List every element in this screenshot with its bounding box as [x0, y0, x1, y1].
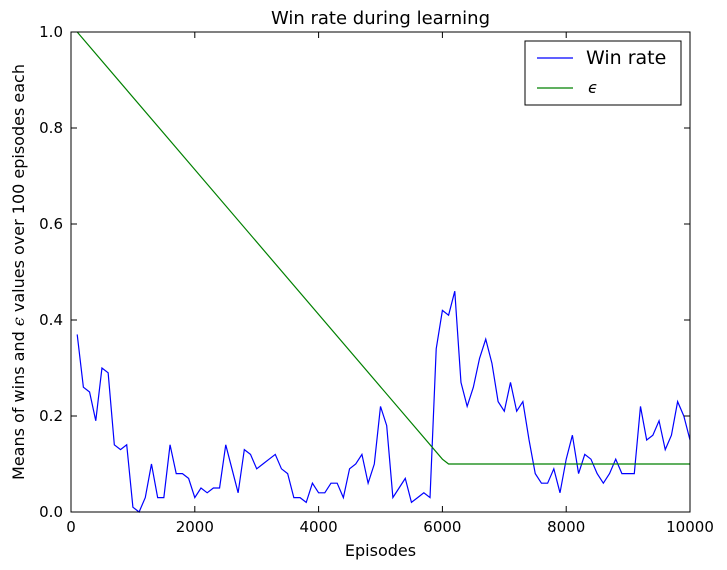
x-tick-label: 0 [66, 518, 76, 536]
x-axis-label: Episodes [345, 541, 416, 560]
y-axis-label: Means of wins and ϵ values over 100 epis… [9, 64, 28, 480]
y-axis: 0.0 0.2 0.4 0.6 0.8 1.0 [39, 23, 690, 521]
x-axis: 0 2000 4000 6000 8000 10000 [66, 32, 714, 536]
y-tick-label: 0.6 [39, 215, 63, 233]
y-axis-label-epsilon: ϵ [9, 317, 28, 326]
legend: Win rate ϵ [524, 40, 682, 106]
legend-label-win-rate: Win rate [586, 47, 666, 69]
legend-box [524, 40, 682, 106]
y-tick-label: 0.2 [39, 407, 63, 425]
series-line-epsilon [76, 31, 690, 465]
chart-title: Win rate during learning [271, 8, 490, 29]
x-tick-label: 6000 [423, 518, 461, 536]
x-tick-label: 2000 [176, 518, 214, 536]
series-line-win-rate [76, 291, 691, 513]
x-tick-label: 10000 [666, 518, 714, 536]
legend-label-epsilon: ϵ [588, 78, 598, 97]
y-tick-label: 1.0 [39, 23, 63, 41]
y-tick-label: 0.0 [39, 503, 63, 521]
x-tick-label: 4000 [300, 518, 338, 536]
y-axis-label-part-1: Means of wins and [9, 326, 28, 480]
plot-area [76, 31, 691, 513]
x-tick-label: 8000 [547, 518, 585, 536]
plot-frame [70, 31, 691, 513]
y-tick-label: 0.4 [39, 311, 63, 329]
y-axis-label-part-2: values over 100 episodes each [9, 64, 28, 317]
y-tick-label: 0.8 [39, 119, 63, 137]
